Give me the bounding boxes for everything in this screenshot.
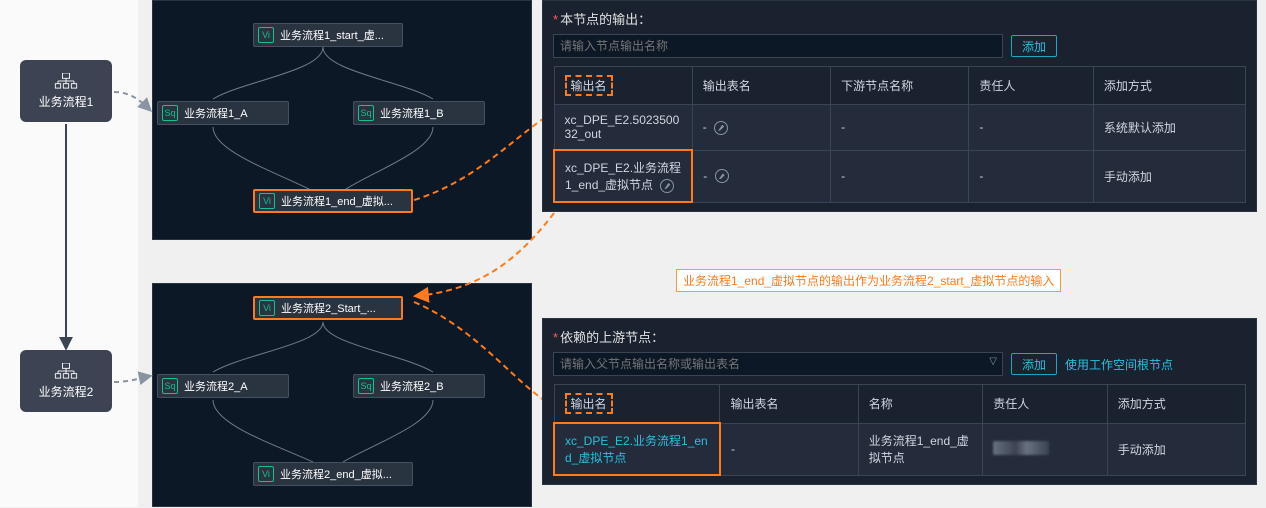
cell-downstream: -	[831, 105, 969, 151]
g1-node-b[interactable]: Sq 业务流程1_B	[353, 101, 485, 125]
col-add-mode: 添加方式	[1093, 67, 1245, 105]
edit-icon[interactable]	[715, 169, 729, 183]
panel1-title: 本节点的输出：	[553, 9, 1246, 28]
output-panel: 本节点的输出： 添加 输出名 输出表名 下游节点名称 责任人 添加方式 xc_D…	[542, 0, 1257, 212]
col-output-name: 输出名	[554, 385, 720, 424]
g2-node-a[interactable]: Sq 业务流程2_A	[157, 374, 289, 398]
col-downstream: 下游节点名称	[831, 67, 969, 105]
node-label: 业务流程1_start_虚...	[280, 27, 384, 43]
vi-icon: Vi	[259, 300, 275, 316]
add-upstream-button[interactable]: 添加	[1011, 353, 1057, 375]
cell-downstream: -	[831, 150, 969, 202]
sq-icon: Sq	[162, 105, 178, 121]
side-node-flow2[interactable]: 业务流程2	[20, 350, 112, 412]
upstream-panel: 依赖的上游节点： ▽ 添加 使用工作空间根节点 输出名 输出表名 名称 责任人 …	[542, 318, 1257, 485]
col-name: 名称	[858, 385, 982, 424]
node-label: 业务流程2_Start_...	[281, 300, 376, 316]
table-row: xc_DPE_E2.502350032_out - - - 系统默认添加	[554, 105, 1246, 151]
node-label: 业务流程2_end_虚拟...	[280, 466, 392, 482]
vi-icon: Vi	[258, 27, 274, 43]
side-node-label: 业务流程1	[39, 93, 94, 110]
g1-end-node[interactable]: Vi 业务流程1_end_虚拟...	[253, 189, 413, 213]
node-label: 业务流程1_B	[380, 105, 444, 121]
edit-icon[interactable]	[660, 179, 674, 193]
table-row: xc_DPE_E2.业务流程1_end_虚拟节点 - - - 手动添加	[554, 150, 1246, 202]
cell-owner: -	[969, 150, 1093, 202]
cell-output-name-highlight: xc_DPE_E2.业务流程1_end_虚拟节点	[554, 423, 720, 475]
side-node-flow1[interactable]: 业务流程1	[20, 60, 112, 122]
cell-output-name-highlight: xc_DPE_E2.业务流程1_end_虚拟节点	[554, 150, 692, 202]
upstream-name-input[interactable]	[553, 352, 1003, 376]
vi-icon: Vi	[258, 466, 274, 482]
node-label: 业务流程2_A	[184, 378, 248, 394]
edit-icon[interactable]	[714, 121, 728, 135]
vi-icon: Vi	[259, 193, 275, 209]
cell-output-table: -	[720, 423, 858, 475]
sq-icon: Sq	[358, 105, 374, 121]
node-label: 业务流程1_end_虚拟...	[281, 193, 393, 209]
col-output-table: 输出表名	[720, 385, 858, 424]
col-output-table: 输出表名	[692, 67, 830, 105]
org-chart-icon	[54, 363, 78, 379]
g1-node-a[interactable]: Sq 业务流程1_A	[157, 101, 289, 125]
cell-add-mode: 手动添加	[1093, 150, 1245, 202]
col-owner: 责任人	[983, 385, 1107, 424]
g2-node-b[interactable]: Sq 业务流程2_B	[353, 374, 485, 398]
cell-owner: -	[969, 105, 1093, 151]
output-name-input[interactable]	[553, 34, 1003, 58]
redacted-icon	[993, 441, 1049, 455]
cell-add-mode: 手动添加	[1107, 423, 1245, 475]
sq-icon: Sq	[358, 378, 374, 394]
col-owner: 责任人	[969, 67, 1093, 105]
cell-add-mode: 系统默认添加	[1093, 105, 1245, 151]
graph-panel-1: Vi 业务流程1_start_虚... Sq 业务流程1_A Sq 业务流程1_B V…	[152, 0, 532, 240]
col-add-mode: 添加方式	[1107, 385, 1245, 424]
use-root-node-link[interactable]: 使用工作空间根节点	[1065, 356, 1173, 373]
node-label: 业务流程2_B	[380, 378, 444, 394]
side-canvas: 业务流程1 业务流程2	[0, 0, 138, 507]
cell-name: 业务流程1_end_虚拟节点	[858, 423, 982, 475]
org-chart-icon	[54, 73, 78, 89]
cell-owner	[983, 423, 1107, 475]
col-output-name: 输出名	[554, 67, 692, 105]
table-row: xc_DPE_E2.业务流程1_end_虚拟节点 - 业务流程1_end_虚拟节…	[554, 423, 1246, 475]
output-table: 输出名 输出表名 下游节点名称 责任人 添加方式 xc_DPE_E2.50235…	[553, 66, 1246, 203]
explanation-callout: 业务流程1_end_虚拟节点的输出作为业务流程2_start_虚拟节点的输入	[676, 269, 1061, 292]
g2-end-node[interactable]: Vi 业务流程2_end_虚拟...	[253, 462, 413, 486]
chevron-down-icon[interactable]: ▽	[989, 356, 997, 367]
cell-output-table: -	[692, 150, 830, 202]
upstream-table: 输出名 输出表名 名称 责任人 添加方式 xc_DPE_E2.业务流程1_end…	[553, 384, 1246, 476]
cell-output-table: -	[692, 105, 830, 151]
g2-start-node[interactable]: Vi 业务流程2_Start_...	[253, 296, 403, 320]
add-output-button[interactable]: 添加	[1011, 35, 1057, 57]
side-node-label: 业务流程2	[39, 383, 94, 400]
g1-start-node[interactable]: Vi 业务流程1_start_虚...	[253, 23, 403, 47]
graph-panel-2: Vi 业务流程2_Start_... Sq 业务流程2_A Sq 业务流程2_B Vi…	[152, 283, 532, 507]
sq-icon: Sq	[162, 378, 178, 394]
cell-output-name: xc_DPE_E2.502350032_out	[554, 105, 692, 151]
node-label: 业务流程1_A	[184, 105, 248, 121]
panel2-title: 依赖的上游节点：	[553, 327, 1246, 346]
